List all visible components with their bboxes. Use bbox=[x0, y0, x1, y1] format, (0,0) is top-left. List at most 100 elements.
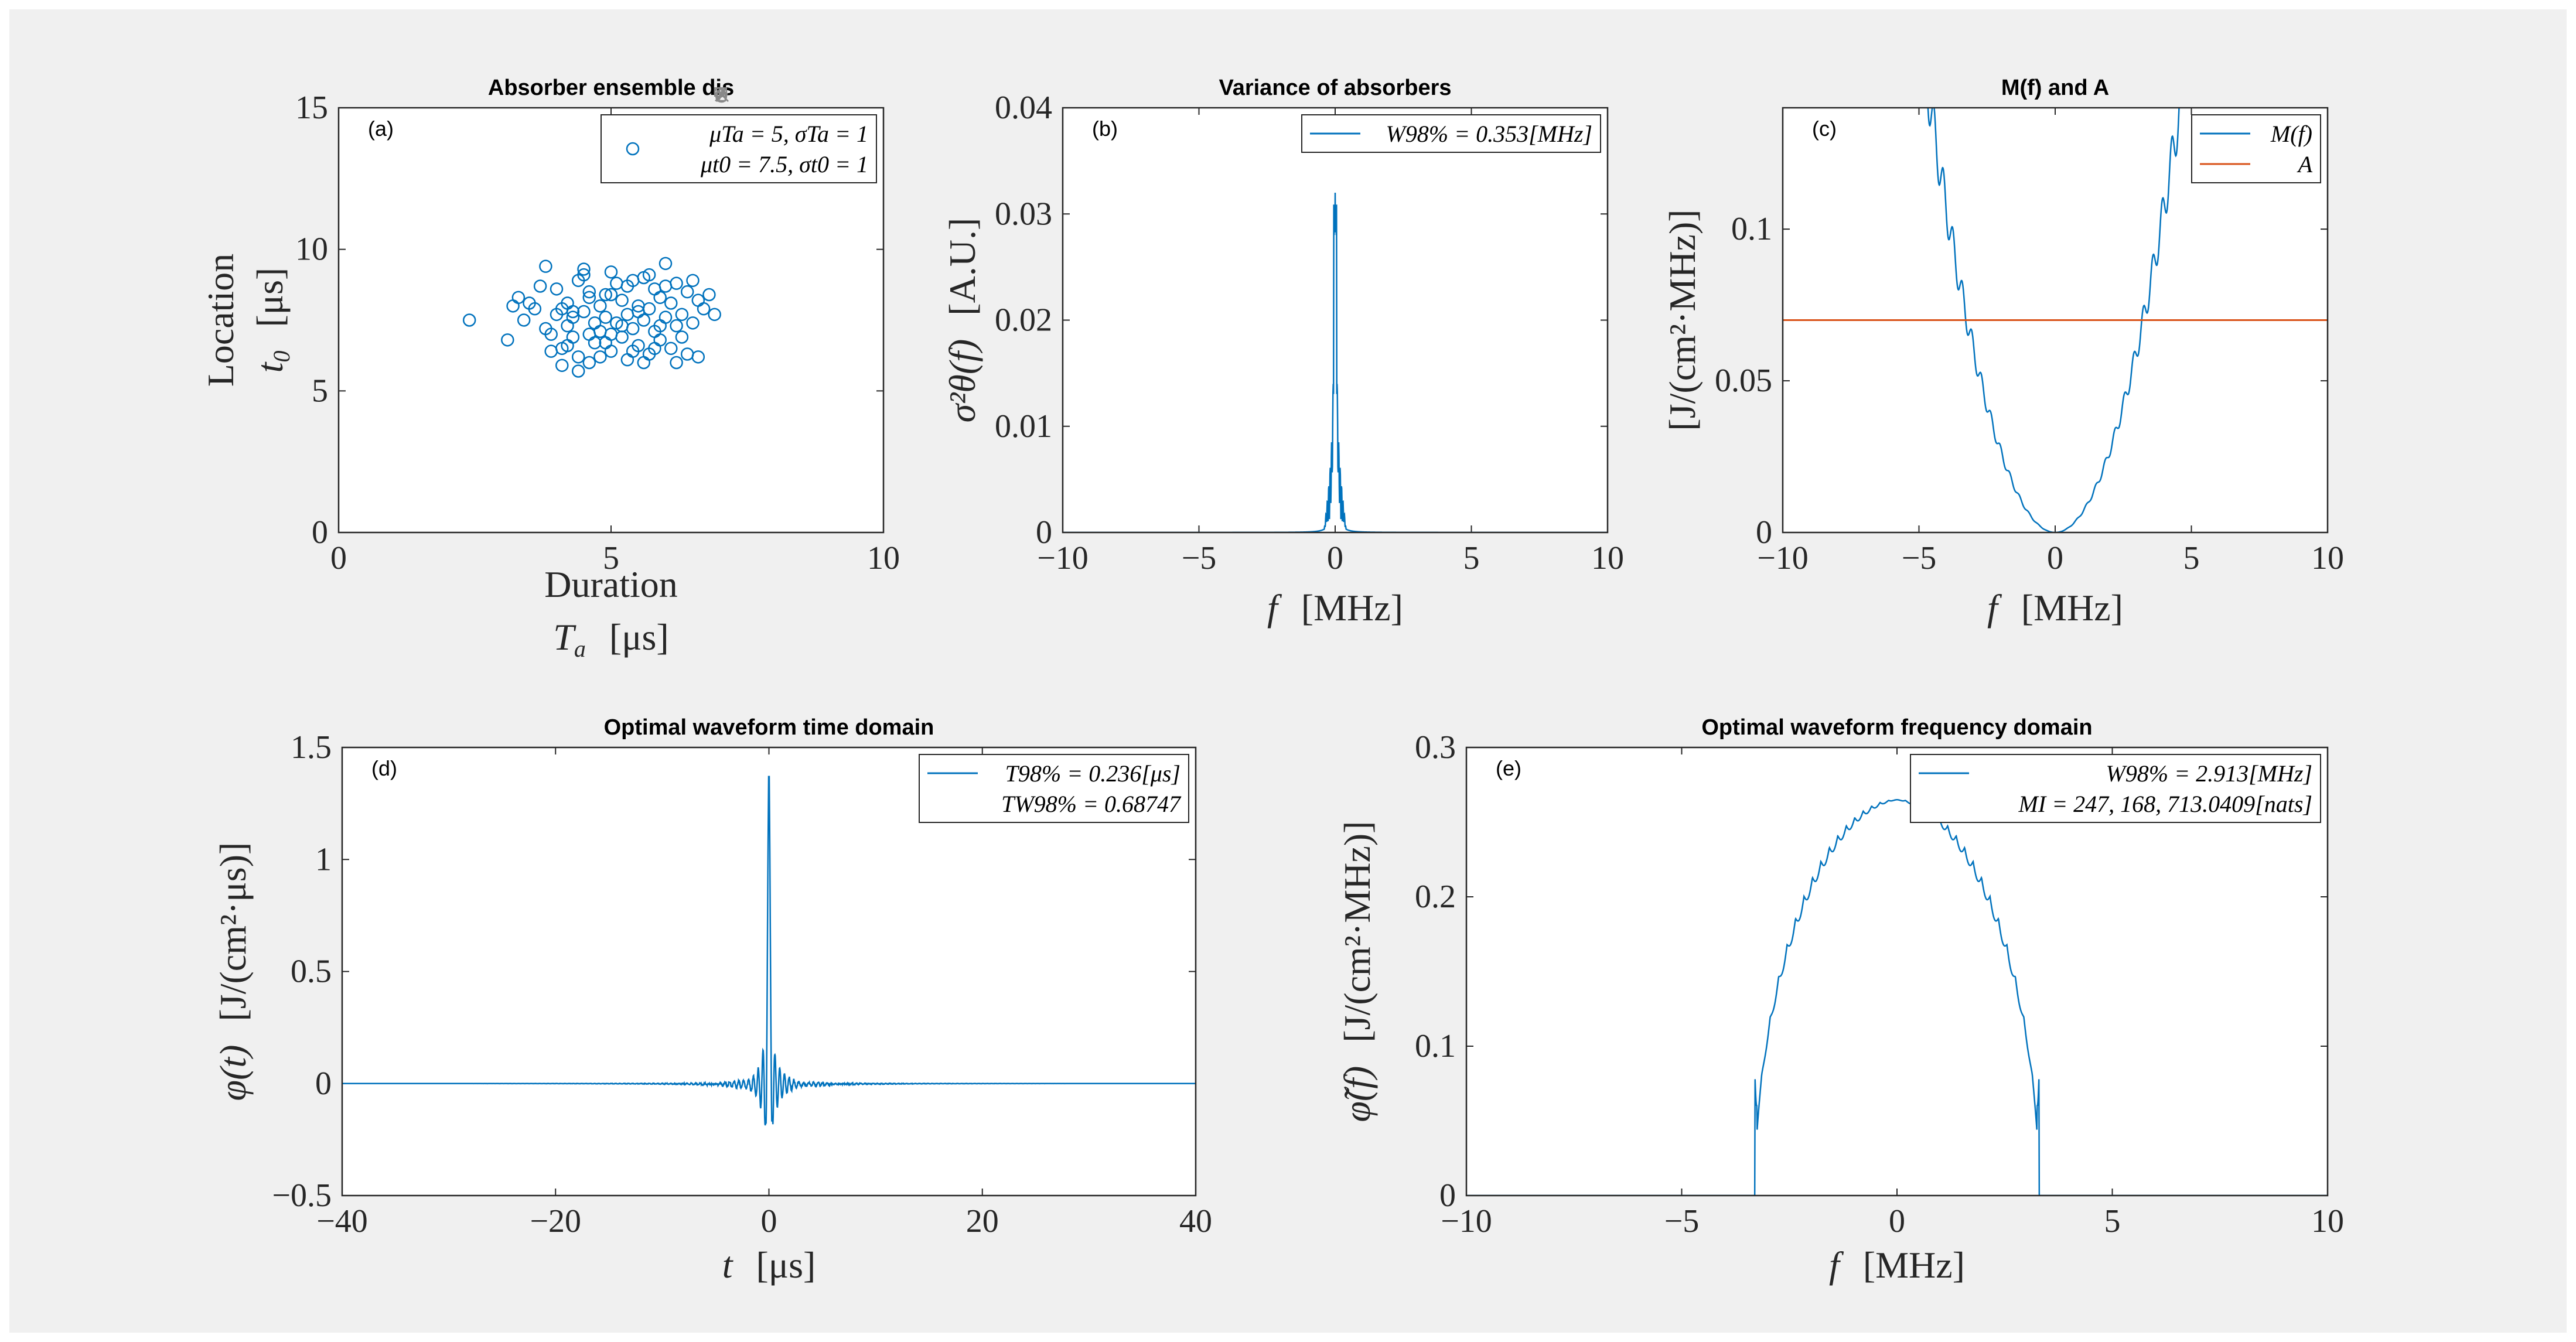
scatter-point bbox=[561, 339, 574, 353]
x-tick-label: 5 bbox=[2183, 540, 2200, 576]
scatter-point bbox=[686, 274, 700, 288]
scatter-point bbox=[675, 308, 689, 322]
x-tick-label: 40 bbox=[1179, 1203, 1212, 1239]
x-tick-label: 0 bbox=[2047, 540, 2063, 576]
scatter-point bbox=[604, 288, 618, 302]
legend-entry: W98% = 0.353[MHz] bbox=[1386, 121, 1592, 147]
legend[interactable]: μTa = 5, σTa = 1 μt0 = 7.5, σt0 = 1 bbox=[601, 114, 877, 183]
scatter-point bbox=[675, 330, 689, 344]
axes-d[interactable]: −40 −20 0 20 40 −0.5 0 0.5 1 1.5 Optimal waveform … bbox=[212, 715, 1212, 1286]
scatter-point bbox=[664, 342, 678, 356]
scatter-point bbox=[599, 336, 612, 350]
y-axis-label: [J/(cm²·MHz)] bbox=[1661, 209, 1703, 431]
legend-box bbox=[1910, 754, 2321, 823]
x-axis-label: t [μs] bbox=[722, 1244, 816, 1286]
chart-title: Optimal waveform time domain bbox=[604, 715, 934, 740]
x-tick-label: −5 bbox=[1664, 1203, 1700, 1239]
scatter-point bbox=[615, 319, 629, 333]
y-tick-label: 10 bbox=[295, 231, 328, 268]
y-tick-label: 0.1 bbox=[1415, 1028, 1456, 1064]
scatter-point bbox=[523, 296, 536, 310]
axes-b[interactable]: −10 −5 0 5 10 0 0.01 0.02 0.03 0.04 Variance of ab… bbox=[941, 76, 1624, 629]
y-tick-label: 0.01 bbox=[995, 408, 1052, 445]
legend-entry: W98% = 2.913[MHz] bbox=[2106, 760, 2312, 787]
x-tick-label: 10 bbox=[2311, 1203, 2344, 1239]
y-tick-label: 0.5 bbox=[291, 954, 332, 990]
y-tick-label: 0.05 bbox=[1715, 363, 1772, 399]
scatter-point bbox=[670, 356, 683, 370]
legend[interactable]: M(f) A bbox=[2191, 114, 2321, 183]
x-tick-label: −5 bbox=[1902, 540, 1937, 576]
scatter-point bbox=[511, 291, 526, 305]
y-axis-label: φ̃(f)[J/(cm²·MHz)] bbox=[1336, 821, 1378, 1122]
x-tick-label: 20 bbox=[966, 1203, 999, 1239]
axes-a[interactable]: 0 5 10 0 5 10 15 Absorber ensemble dis (a) μTa = … bbox=[200, 76, 900, 662]
legend-entry: μt0 = 7.5, σt0 = 1 bbox=[700, 151, 868, 177]
x-tick-label: 10 bbox=[867, 540, 900, 576]
scatter-point bbox=[653, 291, 667, 305]
x-axis-label-math: Ta [μs] bbox=[553, 616, 668, 662]
scatter-point bbox=[658, 279, 673, 293]
scatter-point bbox=[571, 364, 585, 378]
axes-toolbar bbox=[712, 86, 878, 116]
x-tick-label: 10 bbox=[1591, 540, 1624, 576]
scatter-point bbox=[544, 327, 558, 341]
scatter-point bbox=[566, 305, 580, 319]
y-tick-label: 0 bbox=[1756, 514, 1772, 551]
x-axis-label: f [MHz] bbox=[1267, 587, 1403, 629]
legend-box bbox=[919, 754, 1189, 823]
axes-frame bbox=[337, 107, 885, 534]
scatter-point bbox=[577, 305, 591, 319]
datatip-icon[interactable] bbox=[714, 87, 765, 113]
legend-marker bbox=[626, 142, 640, 156]
x-tick-label: −20 bbox=[530, 1203, 581, 1239]
panel-label: (b) bbox=[1092, 117, 1118, 141]
scatter-point bbox=[620, 279, 634, 293]
y-axis-label: φ(t)[J/(cm²·μs)] bbox=[212, 842, 254, 1101]
legend-entry: M(f) bbox=[2270, 121, 2312, 147]
scatter-point bbox=[599, 288, 612, 302]
scatter-point bbox=[555, 358, 569, 373]
y-tick-label: 5 bbox=[312, 373, 328, 409]
x-axis-label: f [MHz] bbox=[1829, 1244, 1965, 1286]
x-tick-label: 5 bbox=[2104, 1203, 2121, 1239]
chart-title: Variance of absorbers bbox=[1219, 76, 1451, 100]
legend[interactable]: T98% = 0.236[μs] TW98% = 0.68747 bbox=[919, 754, 1189, 823]
chart-title: Optimal waveform frequency domain bbox=[1701, 715, 2092, 740]
scatter-point bbox=[708, 308, 721, 322]
axes-c[interactable]: −10 −5 0 5 10 0 0.05 0.1 M(f) and A (c) M(f) Af [MHz… bbox=[1661, 9, 2344, 629]
y-tick-label: 0.02 bbox=[995, 302, 1052, 339]
y-tick-label: 0 bbox=[1439, 1177, 1456, 1214]
zoom-out-icon[interactable] bbox=[714, 87, 849, 113]
scatter-point bbox=[501, 333, 514, 347]
scatter-point bbox=[582, 285, 596, 299]
axes-e[interactable]: −10 −5 0 5 10 0 0.1 0.2 0.3 Optimal waveform freq… bbox=[1336, 715, 2344, 1286]
x-tick-label: 0 bbox=[1327, 540, 1343, 576]
y-tick-label: 0 bbox=[1036, 514, 1052, 551]
axes-frame bbox=[1465, 746, 2329, 1197]
axes-background bbox=[1063, 108, 1608, 532]
legend[interactable]: W98% = 0.353[MHz] bbox=[1301, 114, 1601, 153]
scatter-point bbox=[680, 285, 694, 299]
scatter-point bbox=[664, 296, 678, 310]
x-tick-label: −10 bbox=[1037, 540, 1089, 576]
x-tick-label: 0 bbox=[330, 540, 347, 576]
x-tick-label: 0 bbox=[761, 1203, 777, 1239]
x-axis-label: Duration bbox=[544, 564, 678, 605]
zoom-in-icon[interactable] bbox=[714, 87, 821, 113]
home-icon[interactable] bbox=[714, 87, 878, 113]
pan-icon[interactable] bbox=[715, 88, 793, 113]
y-axis-label-math: t0[μs] bbox=[249, 268, 295, 373]
x-tick-label: −10 bbox=[1757, 540, 1809, 576]
legend[interactable]: W98% = 2.913[MHz] MI = 247, 168, 713.0409… bbox=[1910, 754, 2321, 823]
y-tick-label: 1 bbox=[315, 841, 332, 877]
y-tick-label: 0.04 bbox=[995, 90, 1052, 126]
y-tick-label: 0.03 bbox=[995, 196, 1052, 232]
scatter-point bbox=[697, 302, 711, 316]
scatter-point bbox=[691, 350, 705, 364]
scatter-point bbox=[533, 279, 547, 293]
legend-entry: T98% = 0.236[μs] bbox=[1005, 760, 1180, 787]
x-tick-label: 5 bbox=[1463, 540, 1480, 576]
scatter-point bbox=[599, 310, 612, 324]
